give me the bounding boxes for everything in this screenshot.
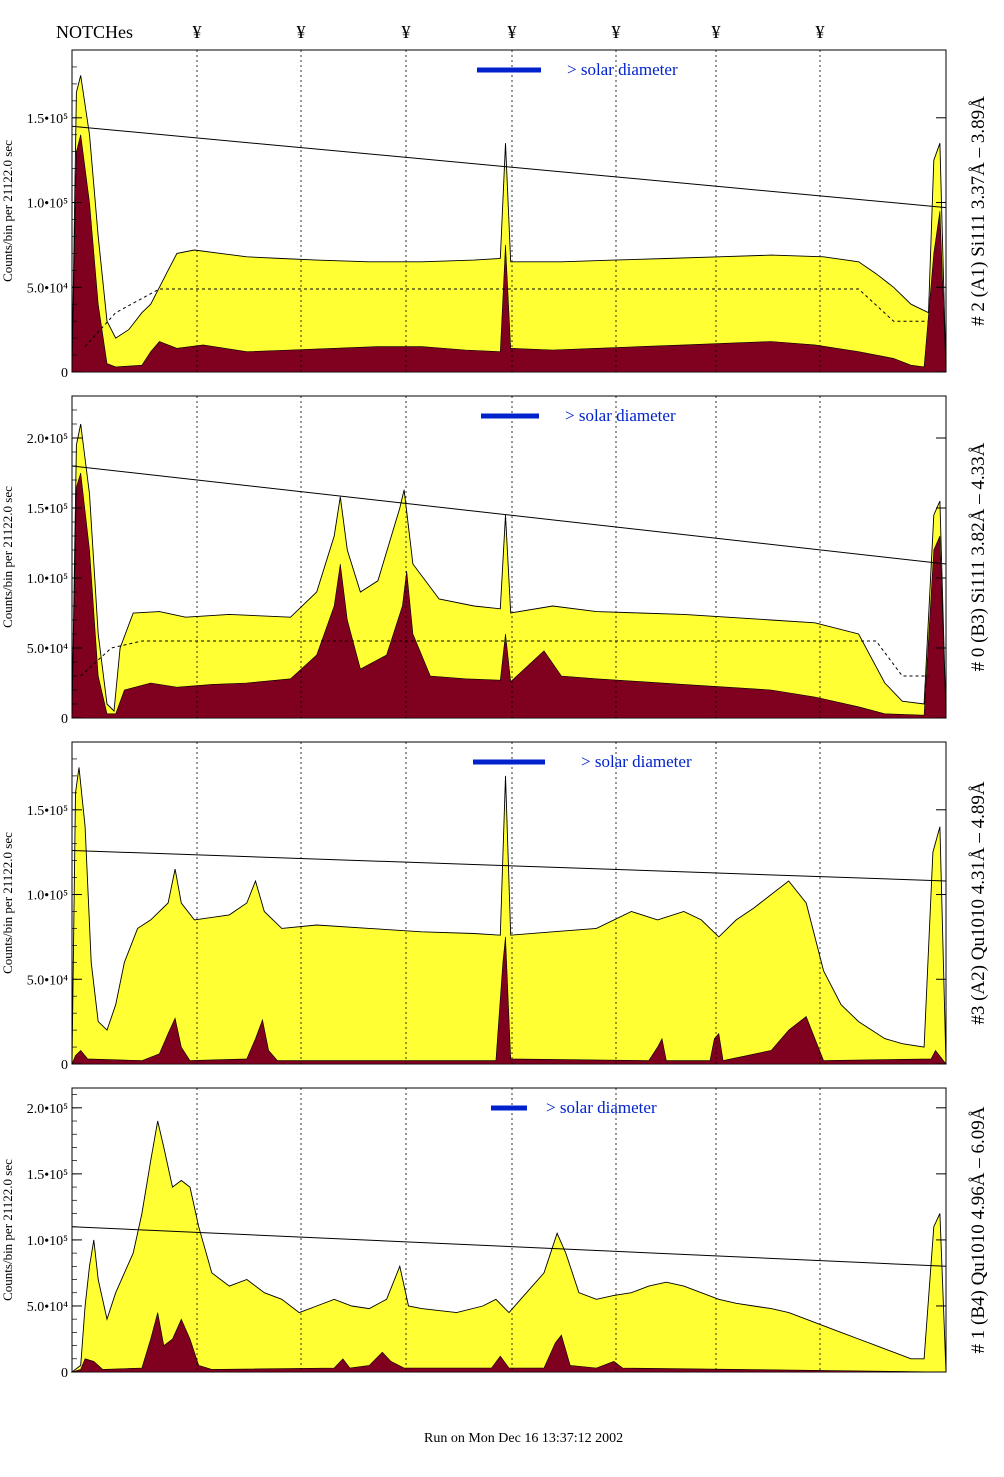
y-tick-label: 1.0•10⁵	[27, 572, 68, 587]
reference-line	[71, 465, 947, 565]
y-tick-label: 0	[61, 366, 68, 381]
chart-panel-3: 0 5.0•10⁴ 1.0•10⁵ 1.5•10⁵ Counts/bin per 211…	[0, 741, 989, 1073]
y-tick-label: 1.5•10⁵	[27, 1168, 68, 1183]
solar-diameter-label: > solar diameter	[581, 752, 692, 771]
notch-marker-4: ¥	[508, 22, 517, 42]
y-tick-label: 5.0•10⁴	[27, 1300, 68, 1315]
chart-panel-4: 0 5.0•10⁴ 1.0•10⁵ 1.5•10⁵ 2.0•10⁵ Counts/bin …	[0, 1087, 989, 1381]
y-tick-label: 2.0•10⁵	[27, 1102, 68, 1117]
area-component	[71, 936, 947, 1065]
y-tick-label: 5.0•10⁴	[27, 281, 68, 296]
y-tick-label: 5.0•10⁴	[27, 973, 68, 988]
expected-line	[80, 640, 929, 677]
notch-marker-5: ¥	[612, 22, 621, 42]
area-total	[71, 423, 947, 719]
solar-diameter-label: > solar diameter	[567, 60, 678, 79]
panel-right-label: # 1 (B4) Qu1010 4.96Å – 6.09Å	[968, 1106, 989, 1353]
y-tick-label: 1.0•10⁵	[27, 1234, 68, 1249]
notches-label: NOTCHes	[56, 22, 133, 42]
y-tick-label: 1.5•10⁵	[27, 502, 68, 517]
run-timestamp: Run on Mon Dec 16 13:37:12 2002	[424, 1431, 623, 1446]
solar-diameter-label: > solar diameter	[546, 1098, 657, 1117]
notch-marker-1: ¥	[193, 22, 202, 42]
y-tick-label: 0	[61, 712, 68, 727]
panel-right-label: #3 (A2) Qu1010 4.31Å – 4.89Å	[968, 781, 989, 1025]
chart-panels: 0 5.0•10⁴ 1.0•10⁵ 1.5•10⁵ Counts/bin per 211…	[0, 49, 989, 1381]
panel-right-label: # 0 (B3) Si111 3.82Å – 4.33Å	[968, 442, 989, 671]
y-tick-label: 0	[61, 1058, 68, 1073]
y-tick-label: 1.0•10⁵	[27, 197, 68, 212]
area-total	[70, 1120, 947, 1373]
solar-diameter-label: > solar diameter	[565, 406, 676, 425]
reference-line	[71, 125, 947, 209]
notch-marker-6: ¥	[712, 22, 721, 42]
reference-line	[71, 850, 947, 882]
area-total	[71, 75, 947, 373]
area-component	[71, 134, 947, 373]
chart-panel-2: 0 5.0•10⁴ 1.0•10⁵ 1.5•10⁵ 2.0•10⁵ Counts/bin …	[0, 395, 989, 727]
chart-panel-1: 0 5.0•10⁴ 1.0•10⁵ 1.5•10⁵ Counts/bin per 211…	[0, 49, 989, 381]
area-component	[71, 472, 947, 719]
y-axis-label: Counts/bin per 21122.0 sec	[0, 140, 15, 282]
y-tick-label: 0	[61, 1366, 68, 1381]
reference-line	[71, 1226, 947, 1267]
y-tick-label: 2.0•10⁵	[27, 432, 68, 447]
y-tick-label: 5.0•10⁴	[27, 642, 68, 657]
y-tick-label: 1.5•10⁵	[27, 112, 68, 127]
y-axis-label: Counts/bin per 21122.0 sec	[0, 1159, 15, 1301]
y-tick-label: 1.0•10⁵	[27, 889, 68, 904]
notch-marker-7: ¥	[816, 22, 825, 42]
panel-right-label: # 2 (A1) Si111 3.37Å – 3.89Å	[968, 96, 989, 326]
y-tick-label: 1.5•10⁵	[27, 804, 68, 819]
expected-line	[84, 288, 929, 347]
notch-marker-2: ¥	[297, 22, 306, 42]
area-total	[71, 767, 947, 1065]
notch-markers: ¥ ¥ ¥ ¥ ¥ ¥ ¥	[193, 22, 825, 42]
notch-marker-3: ¥	[402, 22, 411, 42]
area-component	[71, 1312, 947, 1373]
y-axis-label: Counts/bin per 21122.0 sec	[0, 486, 15, 628]
y-axis-label: Counts/bin per 21122.0 sec	[0, 832, 15, 974]
